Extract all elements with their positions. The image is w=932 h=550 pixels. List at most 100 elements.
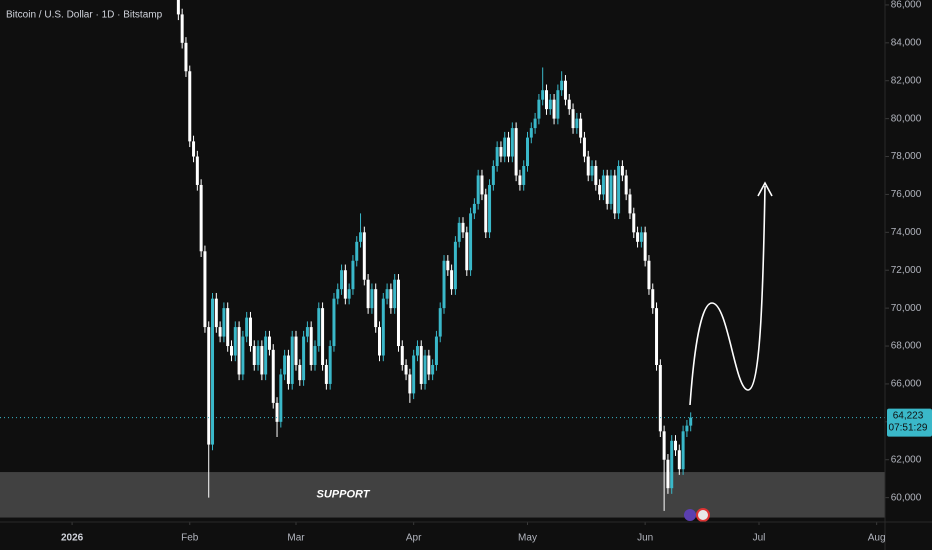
candle-body [267,336,271,350]
candle-body [336,289,340,299]
candle-body [457,222,461,242]
candle-body [442,260,446,309]
axes-layer: 60,00062,00064,00066,00068,00070,00072,0… [61,0,932,544]
candle-body [480,175,484,195]
candle-body [453,241,457,290]
candle-body [567,99,571,110]
arrow-head [757,181,773,197]
candle-body [620,166,624,176]
candle-body [313,346,317,365]
candle-body [469,213,473,271]
candle-body [184,42,188,72]
candle-body [366,279,370,309]
candle-body [514,128,518,176]
candle-body [560,80,564,91]
y-tick-label: 66,000 [891,379,922,390]
x-tick-label: Mar [287,533,305,544]
support-zone [0,472,885,518]
candle-body [332,298,336,347]
x-tick-label: Jun [637,533,653,544]
candle-body [396,279,400,347]
candle-body [203,251,207,328]
candle-body [651,289,655,309]
candle-body [541,90,545,100]
candle-body [446,260,450,271]
candle-body [211,298,215,445]
candle-body [670,440,674,489]
candle-body [544,90,548,110]
candle-body [248,317,252,347]
y-tick-label: 84,000 [891,37,922,48]
candle-body [188,71,192,142]
candle-body [537,99,541,119]
candle-body [229,346,233,356]
candle-body [385,289,389,299]
y-tick-label: 74,000 [891,227,922,238]
candle-body [594,166,598,185]
candle-body [207,327,211,445]
candle-body [579,118,583,138]
candle-body [662,431,666,460]
candle-body [317,308,321,347]
candle-body [666,459,670,489]
candle-body [260,346,264,375]
candle-body [271,349,275,403]
candle-body [283,355,287,375]
candle-body [222,308,226,337]
candle-body [495,147,499,167]
x-tick-label: Jul [753,533,766,544]
candle-body [427,355,431,375]
candle-body [548,99,552,110]
candle-body [598,184,602,195]
candle-body [434,336,438,365]
projection-arrow [689,185,766,406]
candle-body [522,166,526,185]
candle-body [431,364,435,375]
candle-body [472,203,476,214]
candle-body [298,364,302,381]
candle-body [636,232,640,242]
candle-body [294,336,298,365]
candle-body [404,364,408,375]
y-tick-label: 80,000 [891,113,922,124]
support-label: SUPPORT [317,489,371,501]
candle-body [533,118,537,129]
candle-body [563,80,567,100]
candle-body [302,336,306,381]
candle-body [199,184,203,252]
y-tick-label: 76,000 [891,189,922,200]
candle-body [613,175,617,214]
y-tick-label: 70,000 [891,303,922,314]
candle-body [647,260,651,290]
candle-body [264,336,268,375]
candle-body [389,289,393,309]
y-tick-label: 60,000 [891,492,922,503]
candle-body [252,346,256,365]
candle-body [507,137,511,157]
candle-body [393,279,397,309]
candle-body [370,289,374,309]
candle-body [491,166,495,185]
candle-body [488,184,492,233]
y-tick-label: 62,000 [891,454,922,465]
support-layer: SUPPORT [0,472,885,518]
candle-body [582,137,586,157]
candle-body [408,374,412,394]
candle-body [552,99,556,119]
x-tick-label: Apr [406,533,422,544]
candle-body [176,0,180,15]
candle-body [639,232,643,242]
candle-body [586,156,590,176]
x-tick-label: 2026 [61,533,84,544]
candle-body [340,270,344,290]
candle-body [351,260,355,290]
candle-body [438,308,442,337]
candle-body [275,402,279,422]
candle-body [681,431,685,470]
candle-body [484,194,488,233]
candle-body [343,270,347,299]
candle-body [381,298,385,356]
candle-body [526,137,530,167]
